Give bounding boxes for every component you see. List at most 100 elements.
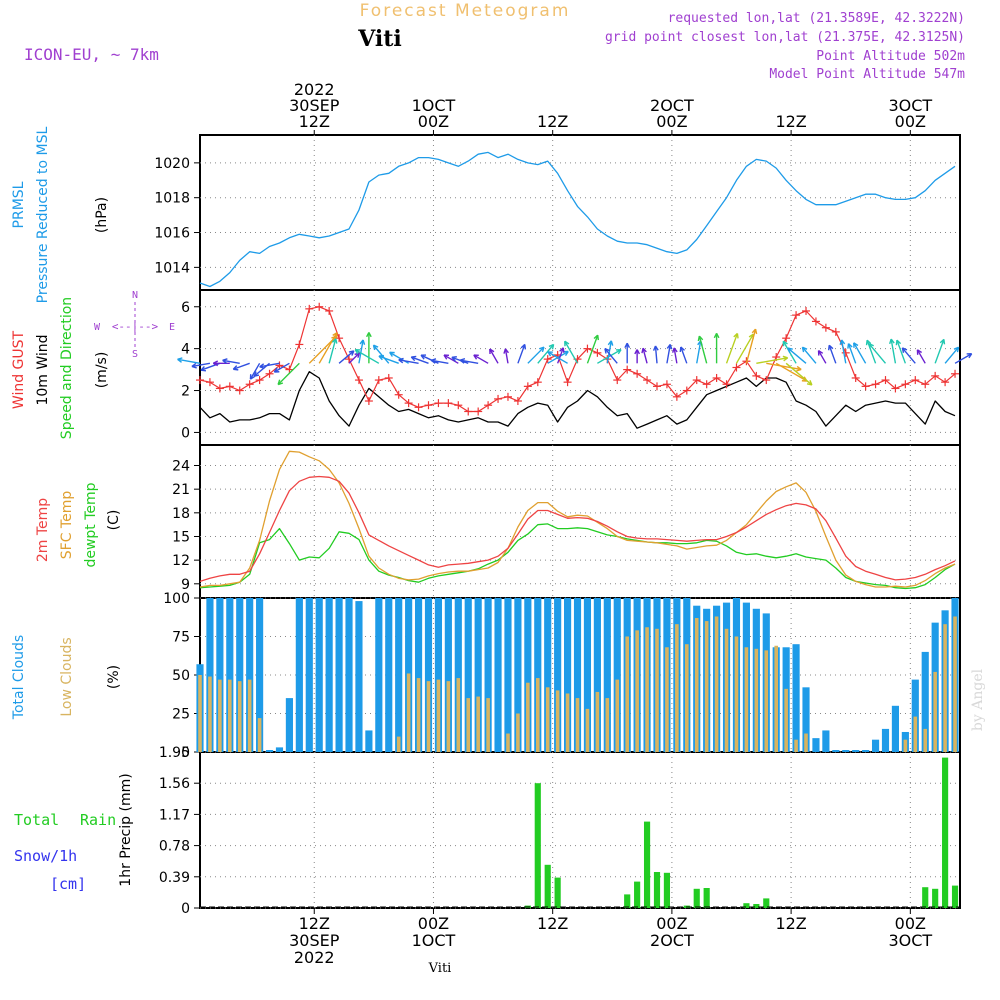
ytick-label: 1014 <box>154 260 190 276</box>
wind-arrow-icon <box>249 362 261 380</box>
wind-arrow-head-icon <box>868 343 871 349</box>
time-label-top: 00Z <box>895 112 926 131</box>
low-cloud-bar <box>933 671 937 752</box>
wind-arrow-icon <box>358 339 364 364</box>
time-label-top: 3OCT <box>888 96 932 115</box>
low-cloud-bar <box>804 733 808 752</box>
ytick-label: 12 <box>172 553 190 569</box>
wind-arrow-icon <box>222 359 240 365</box>
total-clouds-label: Total Clouds <box>11 635 27 720</box>
wind-arrow-icon <box>273 362 290 373</box>
grid-lines <box>200 135 960 909</box>
compass-e: E <box>169 322 175 333</box>
total-cloud-bar <box>345 598 353 752</box>
wind-arrow-icon <box>443 354 459 364</box>
prmsl-label: PRMSL <box>11 181 27 228</box>
rain-bar <box>703 888 710 908</box>
rain-label: Rain <box>80 811 116 829</box>
low-cloud-bar <box>714 616 719 752</box>
total-cloud-bar <box>484 598 492 752</box>
low-cloud-bar <box>675 624 679 752</box>
rain-bar <box>663 872 671 908</box>
total-cloud-bar <box>524 598 532 752</box>
time-label-top: 30SEP <box>289 96 340 115</box>
wind-arrow-icon <box>547 351 568 364</box>
wind-arrow-icon <box>489 348 499 364</box>
sfc-label: SFC Temp <box>59 491 75 560</box>
low-cloud-bar <box>545 687 550 752</box>
cm-label: [cm] <box>50 875 86 893</box>
wind-arrow-head-icon <box>796 365 802 371</box>
grid-point-coords: grid point closest lon,lat (21.375E, 42.… <box>605 30 965 45</box>
ytick-label: 18 <box>172 506 190 522</box>
wind-arrow-icon <box>890 338 897 364</box>
low-cloud-bar <box>784 688 788 752</box>
wind-arrow-icon <box>916 349 926 364</box>
temp-labels: 2m Temp SFC Temp dewpt Temp (C) <box>35 482 122 567</box>
total-cloud-bar <box>822 730 830 752</box>
ytick-label: 1.17 <box>159 807 190 823</box>
low-cloud-bar <box>436 679 441 752</box>
wind-arrow-head-icon <box>520 343 526 349</box>
low-cloud-bar <box>685 644 689 752</box>
low-cloud-bar <box>396 736 401 752</box>
low-cloud-bar <box>655 628 659 752</box>
wind-arrow-head-icon <box>459 359 465 364</box>
credit-label: by Angel <box>970 668 986 731</box>
time-label-top: 12Z <box>537 112 568 131</box>
ytick-label: 0 <box>181 745 190 761</box>
wind-arrow-head-icon <box>809 380 813 386</box>
low-cloud-bar <box>635 630 639 752</box>
wind-arrow-head-icon <box>697 335 701 342</box>
low-cloud-bar <box>208 676 212 752</box>
wind-arrow-icon <box>473 354 489 364</box>
rain-bar <box>624 894 631 908</box>
wind-arrow-head-icon <box>865 340 868 346</box>
wind-arrow-head-icon <box>607 340 612 346</box>
low-cloud-bar <box>446 681 451 752</box>
total-cloud-bar <box>295 598 303 752</box>
wind-arrow-head-icon <box>839 339 843 345</box>
wind-arrow-icon <box>954 353 973 364</box>
total-cloud-bar <box>792 644 800 752</box>
wind-arrow-icon <box>537 344 555 364</box>
wind-arrow-head-icon <box>901 347 905 353</box>
cloud-bars <box>196 598 959 752</box>
wind-arrow-head-icon <box>473 354 478 360</box>
wind-arrow-icon <box>828 345 837 364</box>
wind-arrow-head-icon <box>889 338 892 345</box>
wind-arrow-icon <box>801 346 817 364</box>
ytick-label: 1018 <box>154 191 190 207</box>
temperature-series <box>199 450 956 590</box>
total-cloud-bar <box>464 598 472 752</box>
wind-arrow-icon <box>378 355 399 364</box>
total-cloud-bar <box>911 679 919 752</box>
ytick-label: 25 <box>172 707 190 723</box>
wind-arrow-icon <box>606 340 612 364</box>
wind-arrow-icon <box>725 333 739 364</box>
wind-arrow-head-icon <box>389 351 393 357</box>
low-cloud-bar <box>555 690 560 752</box>
wind-arrow-icon <box>354 349 380 364</box>
y-ticks: 1014101610181020024691215182124025507510… <box>154 156 200 917</box>
total-cloud-bar <box>802 687 810 752</box>
wind-arrow-icon <box>233 362 250 370</box>
wind-arrow-head-icon <box>847 343 850 349</box>
wind-arrow-icon <box>259 362 280 368</box>
wind-arrow-icon <box>698 335 708 364</box>
wind-arrow-icon <box>586 334 599 364</box>
temp-unit-label: (C) <box>106 510 122 531</box>
low-cloud-bar <box>794 739 798 752</box>
ytick-label: 1.56 <box>159 776 190 792</box>
low-cloud-bar <box>466 698 471 752</box>
panel-frame-wind <box>199 289 961 446</box>
total-cloud-bar <box>474 598 482 752</box>
total-cloud-bar <box>921 651 929 752</box>
low-cloud-bar <box>615 679 620 752</box>
low-cloud-bar <box>903 739 908 752</box>
total-cloud-bar <box>444 598 452 752</box>
wind-arrow-icon <box>398 359 419 365</box>
ytick-label: 50 <box>172 668 190 684</box>
compass-w: W <box>94 322 101 333</box>
wind-arrow-head-icon <box>939 338 945 344</box>
